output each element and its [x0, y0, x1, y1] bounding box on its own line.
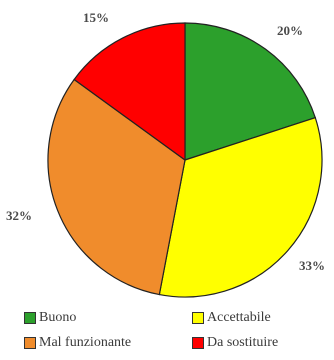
legend-item-buono: Buono [24, 310, 192, 326]
chart-legend: Buono Accettabile Mal funzionante Da sos… [24, 310, 324, 351]
pie-slice-da-sostituire [73, 22, 186, 162]
legend-item-da-sostituire: Da sostituire [192, 335, 322, 351]
legend-item-mal-funzionante: Mal funzionante [24, 335, 192, 351]
pie-label-da-sostituire: 15% [83, 10, 109, 25]
legend-item-accettabile: Accettabile [192, 310, 322, 326]
pie-label-mal-funzionante: 32% [6, 208, 32, 223]
legend-swatch-accettabile [192, 312, 204, 324]
legend-swatch-buono [24, 312, 36, 324]
legend-label-buono: Buono [39, 310, 77, 325]
legend-label-da-sostituire: Da sostituire [207, 335, 279, 350]
legend-swatch-da-sostituire [192, 337, 204, 349]
pie-slice-accettabile [158, 116, 323, 298]
pie-slice-buono [184, 22, 317, 161]
legend-swatch-mal-funzionante [24, 337, 36, 349]
pie-label-accettabile: 33% [299, 258, 325, 273]
pie-label-buono: 20% [277, 23, 303, 38]
legend-label-accettabile: Accettabile [207, 310, 271, 325]
legend-label-mal-funzionante: Mal funzionante [39, 335, 132, 350]
pie-slice-mal-funzionante [47, 78, 186, 296]
